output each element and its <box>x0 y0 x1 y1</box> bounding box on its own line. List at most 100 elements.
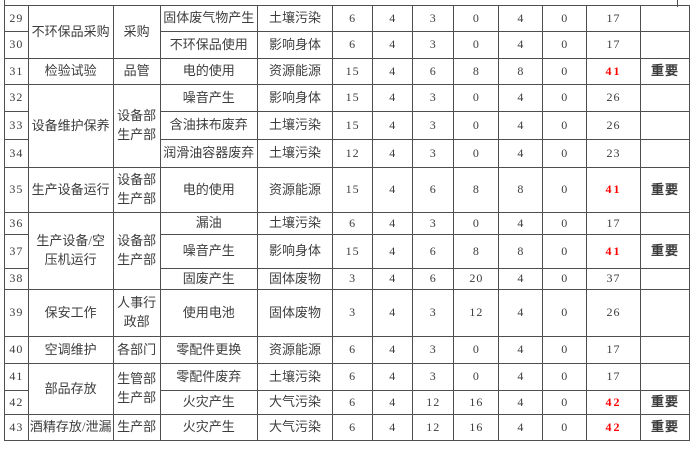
department-cell: 设备部 生产部 <box>112 212 161 290</box>
impact-type-cell: 影响身体 <box>256 84 334 112</box>
row-number-cell: 34 <box>4 139 29 168</box>
table-body: 29 不环保品采购 采购 固体废气物产生 土壤污染 6 4 3 0 4 0 17 30 不环保品使用 影响身… <box>4 5 690 441</box>
score-cell: 0 <box>453 5 500 32</box>
score-cell: 0 <box>453 31 500 59</box>
score-cell: 12 <box>453 289 500 337</box>
importance-cell: 重要 <box>639 234 690 269</box>
department-cell: 生管部 生产部 <box>112 363 161 415</box>
score-cell: 4 <box>372 139 414 168</box>
total-score-cell: 23 <box>586 139 641 168</box>
score-cell: 4 <box>372 212 414 235</box>
total-score-cell: 17 <box>586 363 641 391</box>
score-cell: 0 <box>542 212 588 235</box>
score-cell: 12 <box>412 414 455 441</box>
score-cell: 4 <box>498 84 544 112</box>
score-cell: 4 <box>498 31 544 59</box>
score-cell: 0 <box>453 84 500 112</box>
score-cell: 3 <box>412 84 455 112</box>
score-cell: 4 <box>498 390 544 415</box>
score-cell: 4 <box>498 268 544 290</box>
score-cell: 4 <box>498 363 544 391</box>
score-cell: 4 <box>372 167 414 213</box>
score-cell: 0 <box>542 363 588 391</box>
department-cell: 各部门 <box>112 336 161 364</box>
score-cell: 4 <box>498 212 544 235</box>
total-score-cell: 41 <box>586 167 641 213</box>
env-factor-cell: 零配件更换 <box>159 336 258 364</box>
impact-type-cell: 资源能源 <box>256 336 334 364</box>
total-score-cell: 26 <box>586 289 641 337</box>
department-cell: 品管 <box>112 58 161 85</box>
score-cell: 6 <box>331 414 374 441</box>
score-cell: 6 <box>412 58 455 85</box>
row-number-cell: 42 <box>4 390 29 415</box>
score-cell: 6 <box>412 167 455 213</box>
score-cell: 6 <box>331 212 374 235</box>
activity-cell: 设备维护保养 <box>27 84 114 168</box>
env-factor-cell: 火灾产生 <box>159 390 258 415</box>
score-cell: 4 <box>372 414 414 441</box>
score-cell: 4 <box>372 390 414 415</box>
importance-cell <box>639 111 690 140</box>
impact-type-cell: 固体废物 <box>256 289 334 337</box>
border-remnant-top-left <box>4 0 5 5</box>
department-cell: 设备部 生产部 <box>112 84 161 168</box>
total-score-cell: 42 <box>586 390 641 415</box>
score-cell: 4 <box>498 336 544 364</box>
row-number-cell: 29 <box>4 5 29 32</box>
department-cell: 人事行 政部 <box>112 289 161 337</box>
impact-type-cell: 土壤污染 <box>256 212 334 235</box>
total-score-cell: 17 <box>586 212 641 235</box>
score-cell: 0 <box>542 167 588 213</box>
importance-cell: 重要 <box>639 167 690 213</box>
score-cell: 8 <box>498 167 544 213</box>
score-cell: 3 <box>412 212 455 235</box>
score-cell: 0 <box>453 111 500 140</box>
table-row: 40 空调维护 各部门 零配件更换 资源能源 6 4 3 0 4 0 17 <box>4 336 690 364</box>
score-cell: 6 <box>331 5 374 32</box>
score-cell: 3 <box>412 31 455 59</box>
score-cell: 15 <box>331 167 374 213</box>
score-cell: 4 <box>372 336 414 364</box>
activity-cell: 空调维护 <box>27 336 114 364</box>
score-cell: 3 <box>412 289 455 337</box>
importance-cell <box>639 84 690 112</box>
env-factor-cell: 噪音产生 <box>159 234 258 269</box>
row-number-cell: 36 <box>4 212 29 235</box>
total-score-cell: 26 <box>586 111 641 140</box>
total-score-cell: 17 <box>586 31 641 59</box>
env-factor-cell: 不环保品使用 <box>159 31 258 59</box>
score-cell: 4 <box>372 58 414 85</box>
env-factor-cell: 火灾产生 <box>159 414 258 441</box>
table-row: 32 设备维护保养 设备部 生产部 噪音产生 影响身体 15 4 3 0 4 0 26 <box>4 84 690 168</box>
score-cell: 0 <box>542 289 588 337</box>
table-row: 42 火灾产生 大气污染 6 4 12 16 4 0 42 重要 <box>4 390 690 415</box>
total-score-cell: 17 <box>586 336 641 364</box>
score-cell: 3 <box>331 289 374 337</box>
row-number-cell: 40 <box>4 336 29 364</box>
score-cell: 8 <box>498 58 544 85</box>
table-row: 34 润滑油容器废弃 土壤污染 12 4 3 0 4 0 23 <box>4 139 690 168</box>
score-cell: 0 <box>453 336 500 364</box>
impact-type-cell: 大气污染 <box>256 414 334 441</box>
score-cell: 15 <box>331 234 374 269</box>
score-cell: 0 <box>542 390 588 415</box>
env-factor-table: 29 不环保品采购 采购 固体废气物产生 土壤污染 6 4 3 0 4 0 17 30 不环保品使用 影响身… <box>4 5 690 441</box>
score-cell: 4 <box>498 414 544 441</box>
score-cell: 4 <box>372 111 414 140</box>
score-cell: 16 <box>453 414 500 441</box>
table-row: 31 检验试验 品管 电的使用 资源能源 15 4 6 8 8 0 41 重要 <box>4 58 690 85</box>
score-cell: 4 <box>372 289 414 337</box>
table-row: 43 酒精存放/泄漏 生产部 火灾产生 大气污染 6 4 12 16 4 0 42 重要 <box>4 414 690 441</box>
total-score-cell: 42 <box>586 414 641 441</box>
importance-cell <box>639 268 690 290</box>
score-cell: 0 <box>453 139 500 168</box>
score-cell: 15 <box>331 58 374 85</box>
impact-type-cell: 土壤污染 <box>256 5 334 32</box>
row-number-cell: 41 <box>4 363 29 391</box>
activity-cell: 部品存放 <box>27 363 114 415</box>
score-cell: 12 <box>331 139 374 168</box>
score-cell: 8 <box>453 234 500 269</box>
score-cell: 0 <box>542 414 588 441</box>
score-cell: 0 <box>542 336 588 364</box>
